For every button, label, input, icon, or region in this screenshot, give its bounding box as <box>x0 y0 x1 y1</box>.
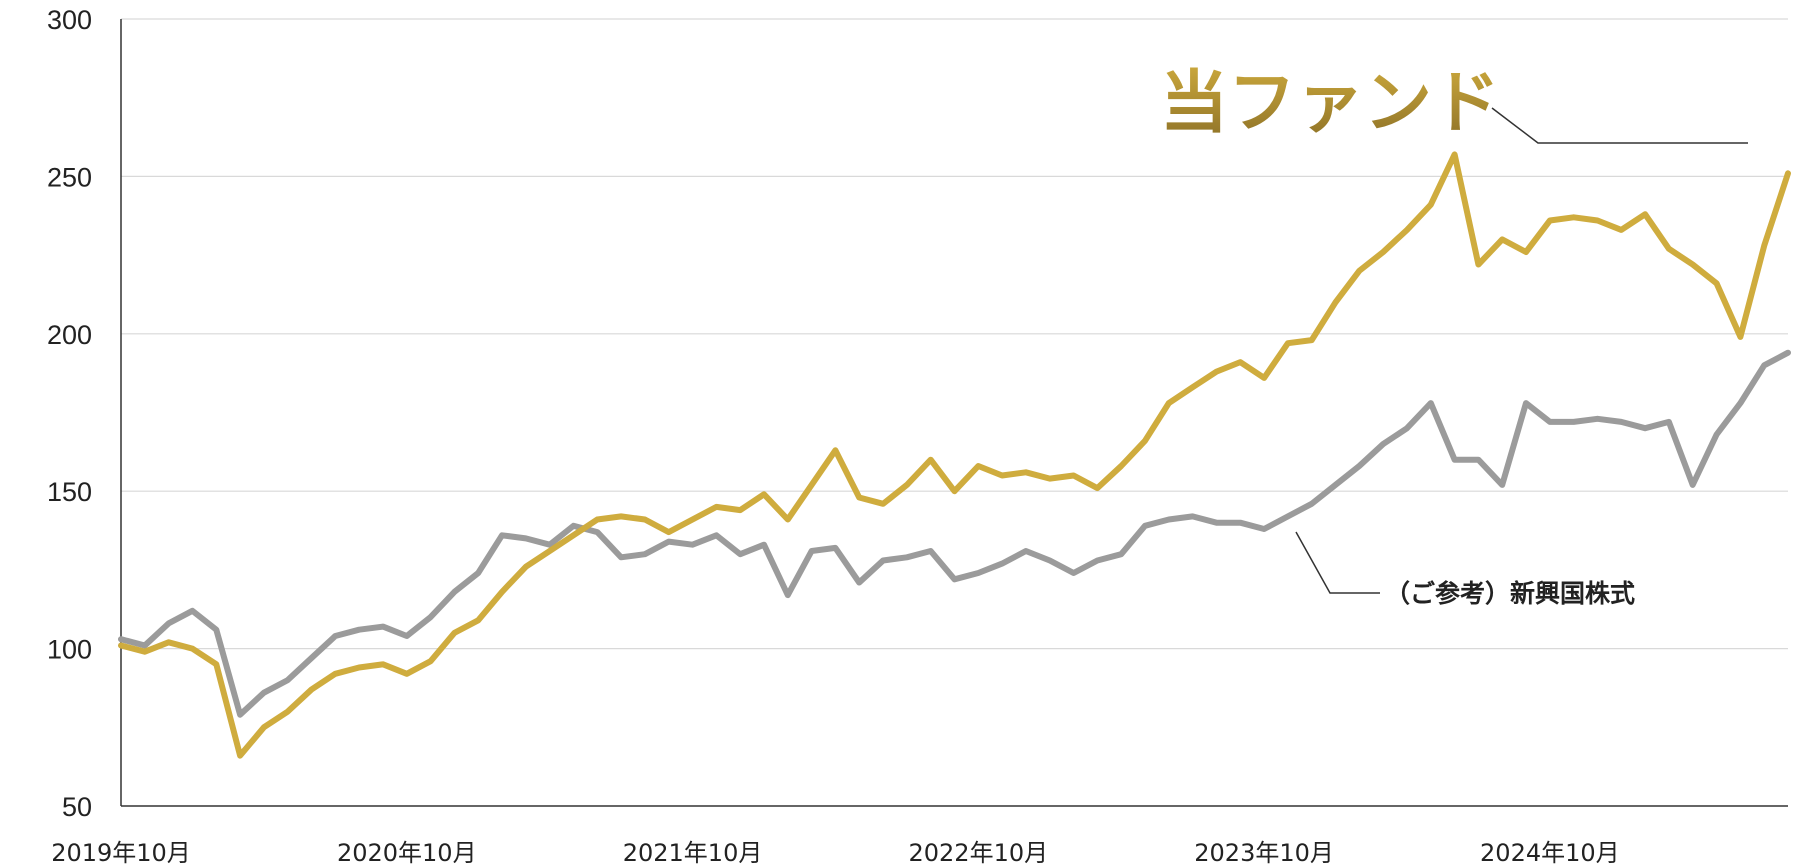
x-tick-label: 2019年10月 <box>51 839 191 867</box>
reference-leader-line <box>1295 531 1380 594</box>
reference-series-line <box>118 349 1791 718</box>
y-tick-label: 150 <box>47 477 92 507</box>
reference-series-label: （ご参考）新興国株式 <box>1385 579 1635 608</box>
y-axis-ticks: 50 100 150 200 250 300 <box>47 5 92 822</box>
x-tick-label: 2021年10月 <box>623 839 763 867</box>
x-tick-label: 2022年10月 <box>909 839 1049 867</box>
y-tick-label: 50 <box>62 792 92 822</box>
fund-leader-line <box>1491 107 1748 144</box>
x-axis-ticks: 2019年10月 2020年10月 2021年10月 2022年10月 2023年10月… <box>51 839 1619 867</box>
x-tick-label: 2020年10月 <box>337 839 477 867</box>
x-tick-label: 2024年10月 <box>1480 839 1620 867</box>
y-tick-label: 300 <box>47 5 92 35</box>
y-tick-label: 250 <box>47 162 92 192</box>
fund-series-label: 当ファンド <box>1160 64 1500 143</box>
y-tick-label: 200 <box>47 320 92 350</box>
gridlines <box>121 18 1788 650</box>
fund-series-line <box>118 151 1791 759</box>
annotations: 当ファンド （ご参考）新興国株式 <box>1160 64 1748 608</box>
y-tick-label: 100 <box>47 635 92 665</box>
axes <box>120 19 1788 807</box>
x-tick-label: 2023年10月 <box>1194 839 1334 867</box>
series-lines <box>118 151 1791 759</box>
